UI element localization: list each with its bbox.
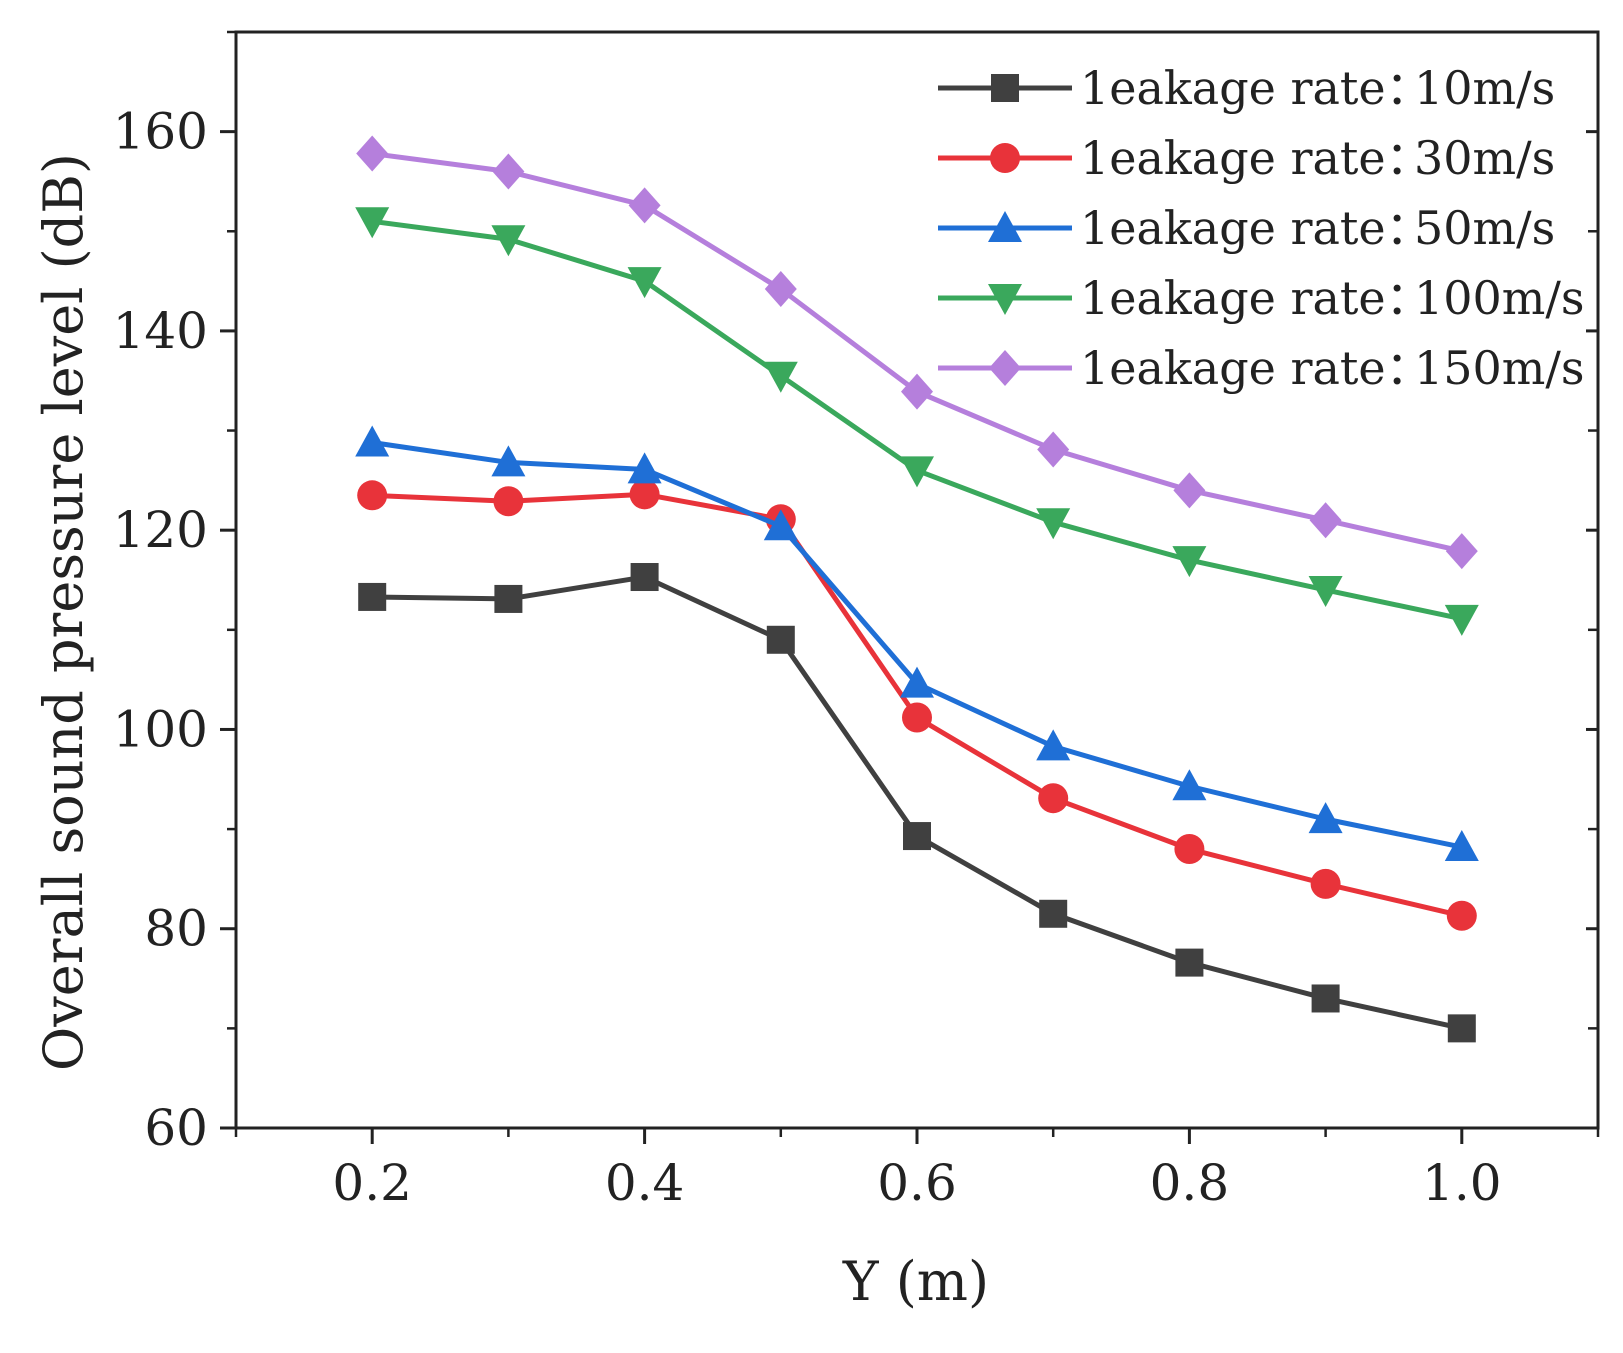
series-150m-per-s xyxy=(356,135,1478,570)
legend-entry: 1eakage rate：30m/s xyxy=(938,131,1555,185)
data-point xyxy=(1447,1014,1476,1043)
data-point xyxy=(1172,546,1207,578)
legend-label: 1eakage rate： xyxy=(1080,131,1432,185)
legend-label: 1eakage rate： xyxy=(1080,271,1432,325)
data-point xyxy=(1311,984,1340,1013)
legend-speed: 100m/s xyxy=(1414,271,1585,325)
data-point xyxy=(764,271,797,308)
data-point xyxy=(901,373,933,410)
axes-layer: 0.2 0.4 0.6 0.8 1.0 60 80 100 120 140 160 xyxy=(113,30,1600,1212)
data-point xyxy=(1309,502,1342,539)
legend-entry: 1eakage rate：50m/s xyxy=(938,201,1555,255)
x-tick-label: 0.4 xyxy=(605,1154,685,1212)
data-point xyxy=(1039,899,1068,928)
data-point xyxy=(1444,604,1479,636)
data-point xyxy=(900,666,934,698)
series-10m-per-s xyxy=(358,563,1476,1043)
data-point xyxy=(1038,783,1069,814)
data-point xyxy=(1445,533,1478,570)
data-point xyxy=(763,509,798,541)
data-point xyxy=(1308,575,1343,607)
data-point xyxy=(1036,508,1071,540)
data-point xyxy=(491,225,526,257)
legend-entry: 1eakage rate：150m/s xyxy=(938,341,1585,395)
data-point xyxy=(494,584,523,613)
data-point xyxy=(627,452,662,484)
legend-label: 1eakage rate： xyxy=(1080,61,1432,115)
y-axis-label: Overall sound pressure level (dB) xyxy=(32,153,95,1071)
series-layer xyxy=(355,135,1479,1043)
data-point xyxy=(1308,802,1343,834)
y-tick-label: 160 xyxy=(113,103,208,161)
x-tick-label: 0.6 xyxy=(877,1154,957,1212)
y-tick-label: 140 xyxy=(113,302,208,360)
y-tick-label: 60 xyxy=(144,1099,208,1157)
legend-swatch-marker xyxy=(991,74,1019,102)
data-point xyxy=(628,187,661,224)
legend-label: 1eakage rate： xyxy=(1080,341,1432,395)
data-point xyxy=(627,267,662,299)
legend-swatch-marker xyxy=(989,350,1021,386)
data-point xyxy=(763,361,798,393)
data-point xyxy=(629,479,660,510)
data-point xyxy=(1037,431,1070,468)
series-30m-per-s xyxy=(357,479,1477,931)
x-tick-label: 0.8 xyxy=(1150,1154,1230,1212)
y-tick-label: 100 xyxy=(113,700,208,758)
data-point xyxy=(903,822,931,851)
x-tick-label: 1.0 xyxy=(1422,1154,1502,1212)
data-point xyxy=(1172,769,1207,801)
legend-label: 1eakage rate： xyxy=(1080,201,1432,255)
legend-swatch-marker xyxy=(988,284,1022,315)
data-point xyxy=(355,207,390,239)
data-point xyxy=(356,135,389,172)
data-point xyxy=(355,425,390,457)
legend-speed: 30m/s xyxy=(1414,131,1555,185)
data-point xyxy=(1310,868,1341,899)
data-point xyxy=(900,456,934,488)
legend-swatch-marker xyxy=(990,143,1020,173)
data-point xyxy=(1175,948,1204,977)
data-point xyxy=(630,563,659,592)
data-point xyxy=(492,153,525,190)
legend-speed: 50m/s xyxy=(1414,201,1555,255)
series-100m-per-s xyxy=(355,207,1479,636)
data-point xyxy=(902,702,932,733)
legend-speed: 150m/s xyxy=(1414,341,1585,395)
data-point xyxy=(493,486,524,517)
legend-entry: 1eakage rate：10m/s xyxy=(938,61,1555,115)
data-point xyxy=(1173,472,1206,509)
legend-swatch-marker xyxy=(988,211,1022,242)
data-point xyxy=(1444,830,1479,862)
data-point xyxy=(766,625,795,654)
data-point xyxy=(358,582,387,611)
data-point xyxy=(1036,729,1071,761)
y-tick-label: 80 xyxy=(144,900,208,958)
data-point xyxy=(491,445,526,477)
data-point xyxy=(1174,834,1205,865)
series-50m-per-s xyxy=(355,425,1479,862)
y-tick-label: 120 xyxy=(113,501,208,559)
data-point xyxy=(1446,900,1477,931)
legend-entry: 1eakage rate：100m/s xyxy=(938,271,1585,325)
x-axis-label: Y (m) xyxy=(842,1250,989,1313)
legend-speed: 10m/s xyxy=(1414,61,1555,115)
data-point xyxy=(357,480,388,511)
x-tick-label: 0.2 xyxy=(332,1154,412,1212)
